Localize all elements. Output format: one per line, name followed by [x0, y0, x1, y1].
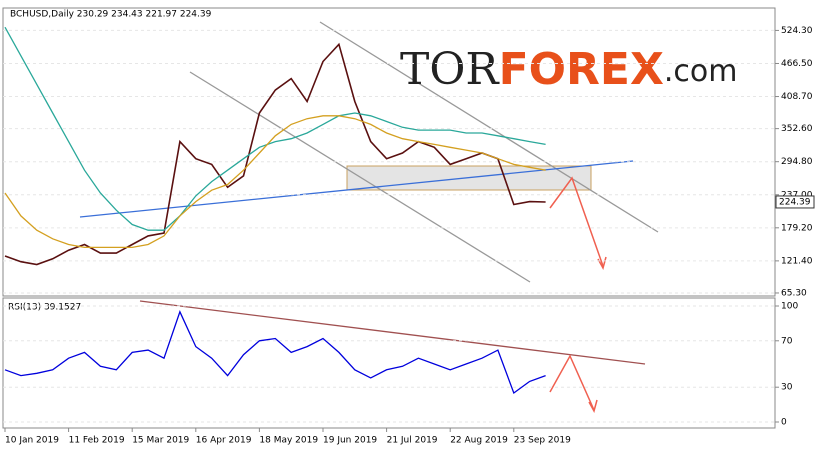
series-line [4, 26, 546, 231]
x-tick-label: 10 Jan 2019 [5, 436, 59, 446]
x-tick-label: 19 Jun 2019 [323, 436, 377, 446]
arrow [549, 176, 604, 267]
arrow-head [588, 399, 598, 413]
x-tick-label: 11 Feb 2019 [69, 436, 125, 446]
y-tick-label: 408.70 [781, 92, 813, 102]
series-line [4, 42, 546, 266]
arrow [549, 354, 595, 411]
channel-line [319, 21, 659, 233]
y-tick-label: 70 [781, 336, 793, 346]
series-line [4, 115, 546, 249]
price-panel [2, 7, 776, 297]
watermark: TORFOREX.com [400, 44, 738, 96]
x-tick-label: 15 Mar 2019 [132, 436, 189, 446]
rsi-panel [2, 297, 776, 429]
price-tag [775, 195, 815, 209]
x-tick-label: 22 Aug 2019 [450, 436, 508, 446]
y-tick-label: 179.20 [781, 223, 813, 233]
y-tick-label: 352.60 [781, 124, 813, 134]
trend-line [139, 300, 646, 365]
x-tick-label: 18 May 2019 [259, 436, 318, 446]
y-tick-label: 466.50 [781, 59, 813, 69]
series-line [4, 310, 546, 395]
x-tick-label: 23 Sep 2019 [514, 436, 571, 446]
channel-line [189, 71, 531, 283]
y-tick-label: 30 [781, 383, 793, 393]
y-tick-label: 294.80 [781, 157, 813, 167]
y-tick-label: 524.30 [781, 26, 813, 36]
price-tag-label: 224.39 [779, 197, 811, 207]
y-tick-label: 237.00 [781, 190, 813, 200]
chart-title: BCHUSD,Daily 230.29 234.43 221.97 224.39 [10, 10, 212, 20]
y-tick-label: 100 [781, 302, 798, 312]
y-tick-label: 0 [781, 418, 787, 428]
y-tick-label: 121.40 [781, 256, 813, 266]
y-tick-label: 65.30 [781, 288, 807, 298]
rsi-title: RSI(13) 39.1527 [8, 303, 81, 313]
trend-line [79, 160, 634, 218]
drawings [79, 21, 659, 413]
x-tick-label: 16 Apr 2019 [196, 436, 252, 446]
x-tick-label: 21 Jul 2019 [387, 436, 438, 446]
